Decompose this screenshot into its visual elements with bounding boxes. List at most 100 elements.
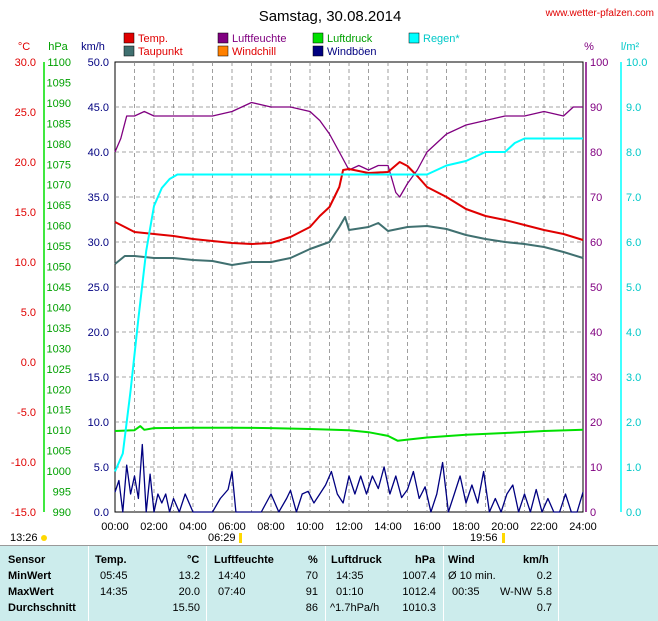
chart-legend: Temp. Luftfeuchte Luftdruck Regen* Taupu…: [123, 32, 460, 58]
rain-axis-tick: 3.0: [626, 372, 641, 384]
legend-label-temp: Temp.: [138, 33, 168, 45]
legend-swatch-humidity: [217, 32, 229, 44]
x-tick-label: 00:00: [101, 521, 129, 533]
pressure-value: 1007.4: [402, 570, 436, 582]
wind-axis-tick: 10.0: [88, 417, 109, 429]
temp-time: 05:45: [100, 570, 128, 582]
header-humidity: Luftfeuchte: [214, 554, 274, 566]
pressure-axis-tick: 1025: [47, 364, 71, 376]
pressure-time: 01:10: [336, 586, 364, 598]
site-link[interactable]: www.wetter-pfalzen.com: [545, 8, 654, 19]
legend-label-dewpoint: Taupunkt: [138, 46, 183, 58]
pressure-axis-tick: 1080: [47, 139, 71, 151]
wind-axis-tick: 15.0: [88, 372, 109, 384]
x-tick-label: 20:00: [491, 521, 519, 533]
table-row: Durchschnitt 15.50 86 ^1.7hPa/h 1010.3 0…: [0, 600, 658, 617]
sunset-marker: [502, 533, 505, 543]
temp-value: 13.2: [178, 570, 200, 582]
row-label: MaxWert: [8, 586, 54, 598]
pressure-axis-tick: 1055: [47, 241, 71, 253]
pressure-axis-tick: 1020: [47, 384, 71, 396]
rain-axis-tick: 1.0: [626, 462, 641, 474]
humidity-axis-tick: 70: [590, 192, 602, 204]
rain-axis-tick: 8.0: [626, 147, 641, 159]
x-tick-label: 24:00: [569, 521, 597, 533]
header-temp-unit: °C: [187, 554, 200, 566]
wind-time: 00:35: [452, 586, 480, 598]
pressure-axis-tick: 1005: [47, 446, 71, 458]
header-wind-unit: km/h: [523, 554, 549, 566]
humidity-value: 70: [305, 570, 318, 582]
wind-direction: W-NW: [500, 586, 533, 598]
humidity-axis-tick: 40: [590, 327, 602, 339]
humidity-axis-tick: 10: [590, 462, 602, 474]
header-sensor: Sensor: [8, 554, 46, 566]
series-line-luftdruck: [114, 425, 584, 442]
humidity-time: 14:40: [218, 570, 246, 582]
x-tick-label: 04:00: [179, 521, 207, 533]
table-divider: [558, 546, 559, 621]
weather-chart: 00:00 02:00 04:00 06:00 08:00 10:00 12:00 14:00…: [10, 8, 654, 544]
wind-axis-tick: 35.0: [88, 192, 109, 204]
table-header-row: Sensor Temp. °C Luftfeuchte % Luftdruck …: [0, 552, 658, 569]
series-line-luftfeuchte: [114, 101, 583, 198]
pressure-axis-tick: 1035: [47, 323, 71, 335]
series-line-taupunkt: [114, 216, 584, 266]
rain-axis-tick: 0.0: [626, 507, 641, 519]
temp-value: 20.0: [178, 586, 200, 598]
row-label: MinWert: [8, 570, 52, 582]
unit-wind: km/h: [81, 41, 105, 53]
sunrise-marker: [239, 533, 242, 543]
pressure-axis-tick: 1095: [47, 77, 71, 89]
row-label: Durchschnitt: [8, 602, 76, 614]
legend-label-windgust: Windböen: [327, 46, 377, 58]
rain-axis-tick: 6.0: [626, 237, 641, 249]
pressure-axis-tick: 995: [53, 487, 71, 499]
humidity-axis-tick: 80: [590, 147, 602, 159]
wind-axis-tick: 30.0: [88, 237, 109, 249]
header-pressure: Luftdruck: [331, 554, 382, 566]
pressure-trend: ^1.7hPa/h: [330, 602, 380, 614]
humidity-axis-tick: 100: [590, 57, 608, 69]
pressure-axis-tick: 1085: [47, 118, 71, 130]
temp-axis-tick: 30.0: [15, 57, 36, 69]
temp-axis-tick: 10.0: [15, 257, 36, 269]
header-pressure-unit: hPa: [415, 554, 436, 566]
legend-swatch-dewpoint: [123, 45, 135, 57]
unit-rain: l/m²: [621, 41, 640, 53]
series-line-regen: [114, 137, 583, 472]
x-tick-label: 22:00: [530, 521, 558, 533]
legend-label-humidity: Luftfeuchte: [232, 33, 286, 45]
x-tick-label: 18:00: [452, 521, 480, 533]
table-divider: [206, 546, 207, 621]
temp-axis-tick: 5.0: [21, 307, 36, 319]
wind-axis-tick: 25.0: [88, 282, 109, 294]
humidity-value: 91: [305, 586, 318, 598]
wind-axis-tick: 0.0: [94, 507, 109, 519]
sunrise-label: 06:29: [208, 532, 236, 544]
rain-axis-tick: 4.0: [626, 327, 641, 339]
header-humidity-unit: %: [308, 554, 318, 566]
wind-axis-tick: 50.0: [88, 57, 109, 69]
pressure-axis-tick: 1010: [47, 425, 71, 437]
humidity-axis-tick: 20: [590, 417, 602, 429]
chart-axes: 00:00 02:00 04:00 06:00 08:00 10:00 12:00 14:00…: [11, 57, 648, 533]
wind-value: 5.8: [536, 586, 552, 598]
legend-swatch-temp: [123, 32, 135, 44]
chart-grid: [114, 61, 584, 513]
x-tick-label: 10:00: [296, 521, 324, 533]
humidity-time: 07:40: [218, 586, 246, 598]
temp-axis-tick: 0.0: [21, 357, 36, 369]
rain-axis-tick: 7.0: [626, 192, 641, 204]
pressure-axis-tick: 1090: [47, 98, 71, 110]
legend-label-windchill: Windchill: [232, 46, 276, 58]
table-row: MaxWert 14:35 20.0 07:40 91 01:10 1012.4…: [0, 584, 658, 601]
stats-table: Sensor Temp. °C Luftfeuchte % Luftdruck …: [0, 545, 658, 621]
legend-swatch-pressure: [312, 32, 324, 44]
humidity-axis-tick: 0: [590, 507, 596, 519]
series-line-windböen: [114, 443, 584, 513]
humidity-axis-tick: 90: [590, 102, 602, 114]
unit-humidity: %: [584, 41, 594, 53]
temp-axis-tick: 25.0: [15, 107, 36, 119]
humidity-axis-tick: 30: [590, 372, 602, 384]
